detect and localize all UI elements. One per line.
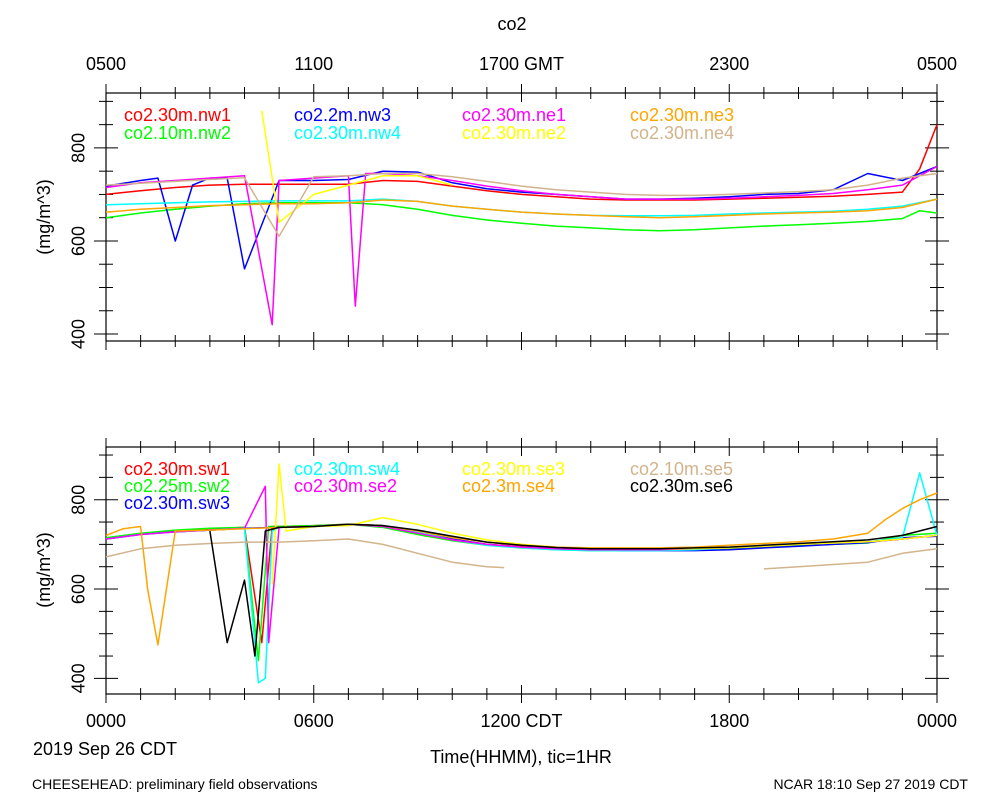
legend-entry: co2.30m.ne1 bbox=[462, 105, 566, 125]
series-line bbox=[105, 538, 505, 569]
legend-entry: co2.30m.ne3 bbox=[630, 105, 734, 125]
legend-entry: co2.30m.se2 bbox=[294, 476, 397, 496]
series-line bbox=[105, 472, 938, 684]
series-line bbox=[105, 165, 938, 326]
footer-right: NCAR 18:10 Sep 27 2019 CDT bbox=[773, 776, 968, 792]
series-line bbox=[763, 548, 938, 570]
chart-title: co2 bbox=[497, 14, 526, 34]
top-panel: 400 600 800 0500 1100 1700 GMT 2300 0500 co2.30… bbox=[34, 54, 957, 350]
legend-entry: co2.30m.sw3 bbox=[124, 493, 230, 513]
top-x-tick-label: 1700 GMT bbox=[479, 54, 564, 74]
top-x-tick-label: 0500 bbox=[917, 54, 957, 74]
top-axis-ticks: 400 600 800 0500 1100 1700 GMT 2300 0500 bbox=[69, 54, 957, 350]
legend-entry: co2.30m.nw1 bbox=[124, 105, 231, 125]
y-tick-label: 400 bbox=[69, 663, 89, 693]
bottom-series-group bbox=[105, 463, 938, 684]
series-line bbox=[209, 523, 938, 657]
series-line bbox=[105, 165, 938, 270]
series-line bbox=[105, 492, 938, 646]
legend-entry: co2.30m.se6 bbox=[630, 476, 733, 496]
legend-entry: co2.30m.se3 bbox=[462, 459, 565, 479]
footer-left: CHEESEHEAD: preliminary field observatio… bbox=[32, 776, 318, 792]
top-y-axis-label: (mg/m^3) bbox=[34, 179, 54, 254]
legend-entry: co2.10m.se5 bbox=[630, 459, 733, 479]
top-x-tick-label: 2300 bbox=[709, 54, 749, 74]
series-line bbox=[105, 124, 938, 201]
bottom-y-axis-label: (mg/m^3) bbox=[34, 532, 54, 607]
x-tick-label: 0000 bbox=[86, 711, 126, 731]
top-legend: co2.30m.nw1co2.10m.nw2co2.2m.nw3co2.30m.… bbox=[124, 105, 734, 143]
bottom-panel: 400 600 800 0000 0600 1200 CDT 1800 0000 co2.30… bbox=[34, 438, 957, 731]
series-line bbox=[105, 172, 938, 238]
legend-entry: co2.30m.ne4 bbox=[630, 123, 734, 143]
y-tick-label: 400 bbox=[69, 319, 89, 349]
x-tick-label: 1200 CDT bbox=[480, 711, 562, 731]
x-tick-label: 0600 bbox=[294, 711, 334, 731]
legend-entry: co2.30m.nw4 bbox=[294, 123, 401, 143]
y-tick-label: 800 bbox=[69, 485, 89, 515]
series-line bbox=[105, 198, 938, 219]
series-line bbox=[105, 485, 938, 644]
top-x-tick-label: 0500 bbox=[86, 54, 126, 74]
y-tick-label: 800 bbox=[69, 133, 89, 163]
y-tick-label: 600 bbox=[69, 226, 89, 256]
legend-entry: co2.3m.se4 bbox=[462, 476, 555, 496]
legend-entry: co2.10m.nw2 bbox=[124, 123, 231, 143]
date-label: 2019 Sep 26 CDT bbox=[33, 739, 177, 759]
y-tick-label: 600 bbox=[69, 574, 89, 604]
legend-entry: co2.30m.ne2 bbox=[462, 123, 566, 143]
x-tick-label: 0000 bbox=[917, 711, 957, 731]
x-tick-label: 1800 bbox=[709, 711, 749, 731]
series-line bbox=[105, 202, 938, 232]
x-axis-label: Time(HHMM), tic=1HR bbox=[430, 747, 612, 767]
legend-entry: co2.30m.sw4 bbox=[294, 459, 400, 479]
legend-entry: co2.30m.sw1 bbox=[124, 459, 230, 479]
series-line bbox=[261, 110, 453, 224]
bottom-axis-ticks: 400 600 800 0000 0600 1200 CDT 1800 0000 bbox=[69, 438, 957, 731]
legend-entry: co2.2m.nw3 bbox=[294, 105, 391, 125]
top-series-group bbox=[105, 110, 938, 326]
top-x-tick-label: 1100 bbox=[294, 54, 333, 74]
legend-entry: co2.25m.sw2 bbox=[124, 476, 230, 496]
